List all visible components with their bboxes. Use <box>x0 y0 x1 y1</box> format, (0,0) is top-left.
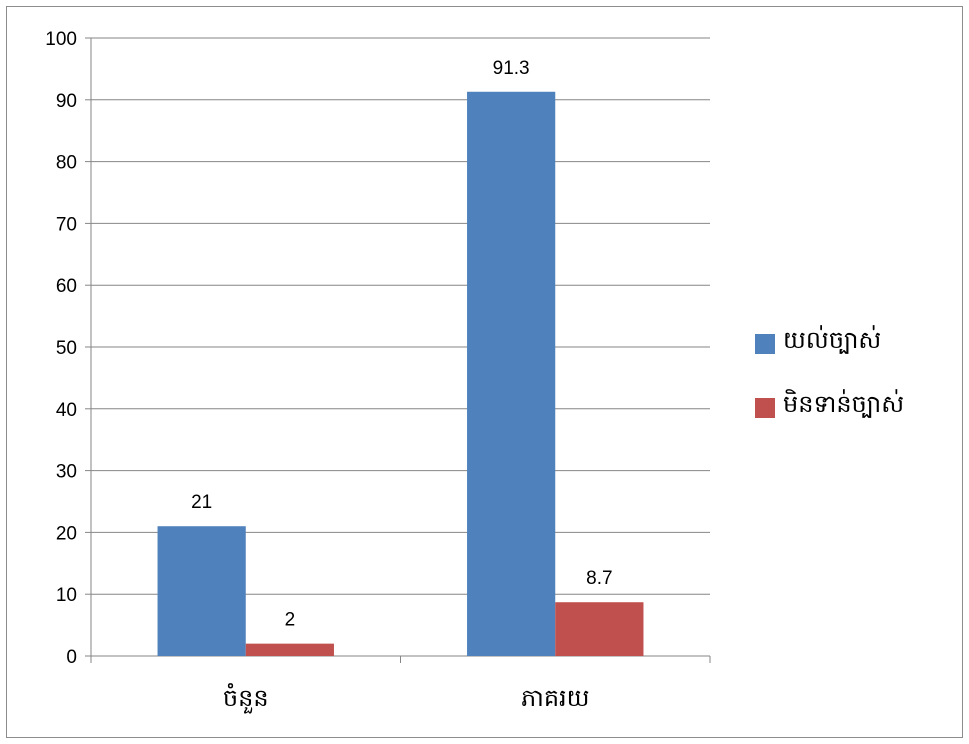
chart-frame: 0 10 20 30 40 50 60 70 80 90 100 21 2 ចំនួន 91.3 8.7 ភាគ… <box>6 6 963 738</box>
y-tick-label: 100 <box>45 29 77 50</box>
legend-swatch <box>755 334 775 354</box>
y-tick-label: 80 <box>56 153 77 174</box>
labels: 0 10 20 30 40 50 60 70 80 90 100 21 2 ចំនួន 91.3 8.7 ភាគ… <box>45 29 612 714</box>
y-tick-label: 70 <box>56 214 77 235</box>
legend: យល់ច្បាស់មិនទាន់ច្បាស់ <box>755 325 904 418</box>
bar-series-1-cat-0 <box>245 643 334 656</box>
data-label: 8.7 <box>586 568 612 589</box>
legend-swatch <box>755 398 775 418</box>
y-tick-label: 10 <box>56 585 77 606</box>
x-category-label: ភាគរយ <box>521 684 590 712</box>
y-tick-label: 50 <box>56 338 77 359</box>
bar-chart: 0 10 20 30 40 50 60 70 80 90 100 21 2 ចំនួន 91.3 8.7 ភាគ… <box>45 29 904 714</box>
data-label: 91.3 <box>493 58 530 79</box>
gridlines <box>91 37 710 595</box>
bar-series-0-cat-1 <box>467 91 556 657</box>
legend-label: យល់ច្បាស់ <box>783 325 881 354</box>
bar-series-0-cat-0 <box>157 526 246 656</box>
y-tick-label: 0 <box>66 647 77 668</box>
y-tick-label: 90 <box>56 91 77 112</box>
legend-label: មិនទាន់ច្បាស់ <box>783 389 904 418</box>
x-category-label: ចំនួន <box>223 683 269 714</box>
y-tick-label: 30 <box>56 462 77 483</box>
data-label: 2 <box>285 610 296 631</box>
bar-series-1-cat-1 <box>555 602 644 656</box>
y-tick-label: 20 <box>56 523 77 544</box>
y-tick-label: 60 <box>56 276 77 297</box>
bars <box>157 91 644 657</box>
y-tick-label: 40 <box>56 400 77 421</box>
data-label: 21 <box>191 492 212 513</box>
